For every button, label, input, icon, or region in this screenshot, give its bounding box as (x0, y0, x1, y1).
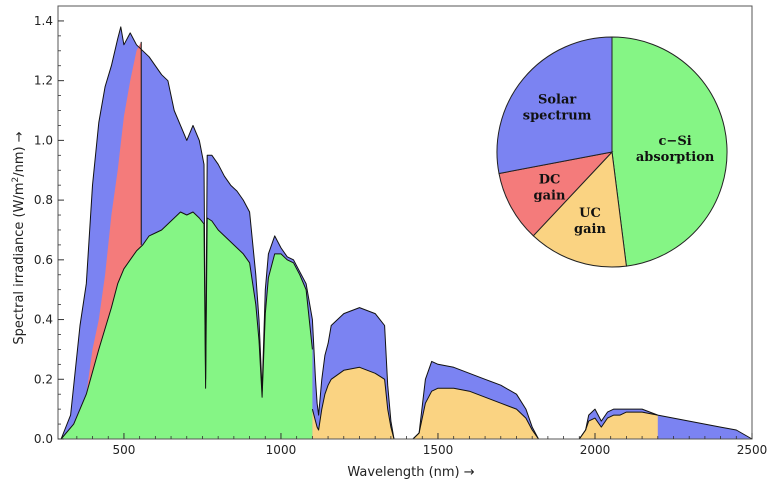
area-csi-absorption (61, 212, 313, 439)
area-uc-gain (312, 367, 658, 439)
x-tick-label: 1500 (423, 443, 454, 457)
pie-label-line: spectrum (523, 109, 592, 124)
area-layer (61, 26, 753, 440)
x-tick-label: 2500 (737, 443, 768, 457)
pie-label-c-si-absorption: c−Si absorption (636, 134, 715, 165)
y-axis-title-pre: Spectral irradiance (W/m (12, 182, 27, 344)
pie-label-line: Solar (538, 93, 576, 108)
pie-label-line: DC (539, 172, 561, 187)
pie-slice-solar-spectrum (496, 36, 613, 175)
y-axis-title: Spectral irradiance (W/m2/nm) → (11, 131, 27, 344)
y-axis-title-sup: 2 (11, 177, 21, 183)
x-axis-title: Wavelength (nm) → (347, 465, 474, 480)
x-tick-label: 500 (112, 443, 135, 457)
pie-label-line: absorption (636, 150, 715, 165)
pie-slice-uc-gain (532, 150, 627, 268)
tick-layer: 500 1000 1500 2000 2500 0.0 0.2 0.4 0.6 0.8 1.0 1.2… (34, 14, 767, 457)
y-tick-label: 0.2 (34, 372, 53, 386)
x-tick-label: 2000 (580, 443, 611, 457)
pie-label-line: gain (574, 222, 606, 237)
pie-label-solar-spectrum: Solar spectrum (523, 93, 592, 124)
y-tick-label: 0.4 (34, 313, 53, 327)
y-tick-label: 0.0 (34, 432, 53, 446)
pie-label-dc-gain: DC gain (534, 172, 566, 203)
line-csi-absorption (60, 211, 313, 440)
pie-slice-dc-gain (498, 151, 614, 237)
plot-border (57, 5, 753, 440)
plot-frame (57, 5, 753, 440)
y-tick-label: 0.8 (34, 193, 53, 207)
y-axis-title-post: /nm) → (12, 131, 27, 176)
pie-slice-c-si-absorption (611, 36, 728, 267)
pie-label-line: c−Si (659, 134, 692, 149)
y-tick-label: 1.2 (34, 74, 53, 88)
pie-label-line: gain (534, 188, 566, 203)
y-tick-label: 1.4 (34, 14, 53, 28)
x-tick-label: 1000 (266, 443, 297, 457)
pie-label-uc-gain: UC gain (574, 206, 606, 237)
y-tick-label: 1.0 (34, 133, 53, 147)
pie-label-line: UC (579, 206, 601, 221)
line-layer (60, 26, 753, 440)
line-uc-gain (311, 366, 658, 440)
y-tick-label: 0.6 (34, 253, 53, 267)
